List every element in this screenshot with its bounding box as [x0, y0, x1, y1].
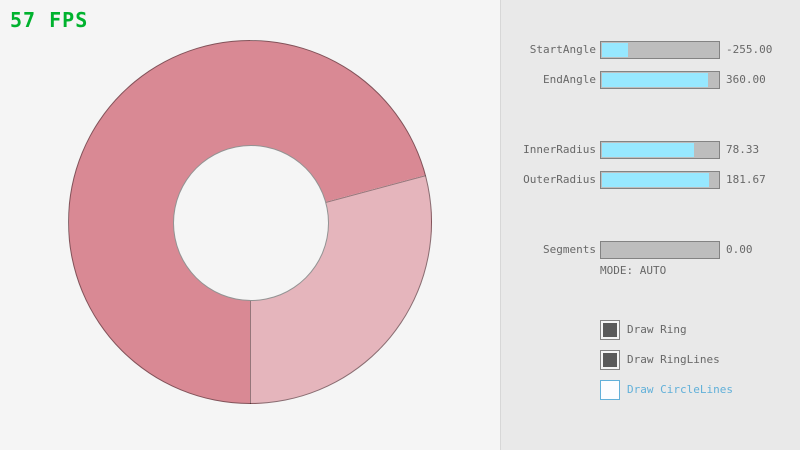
- endangle-value: 360.00: [726, 73, 766, 86]
- draw-circlelines-label: Draw CircleLines: [627, 383, 733, 396]
- segments-row: Segments 0.00: [0, 240, 800, 260]
- segments-mode-text: MODE: AUTO: [600, 264, 667, 277]
- draw-ring-checkbox[interactable]: [600, 320, 620, 340]
- checkmark-fill-icon: [603, 353, 617, 367]
- draw-circlelines-checkbox[interactable]: [600, 380, 620, 400]
- innerradius-value: 78.33: [726, 143, 760, 156]
- draw-ringlines-checkbox[interactable]: [600, 350, 620, 370]
- outerradius-row: OuterRadius 181.67: [0, 170, 800, 190]
- startangle-label: StartAngle: [529, 43, 596, 56]
- draw-ring-row: Draw Ring: [0, 320, 800, 340]
- ring-inner-hole: [173, 145, 329, 301]
- innerradius-slider-fill: [602, 143, 695, 157]
- endangle-slider[interactable]: [600, 71, 720, 89]
- startangle-value: -255.00: [726, 43, 773, 56]
- innerradius-row: InnerRadius 78.33: [0, 140, 800, 160]
- endangle-row: EndAngle 360.00: [0, 70, 800, 90]
- endangle-label: EndAngle: [543, 73, 596, 86]
- startangle-slider-fill: [602, 43, 628, 57]
- outerradius-slider[interactable]: [600, 171, 720, 189]
- innerradius-label: InnerRadius: [523, 143, 596, 156]
- draw-ring-label: Draw Ring: [627, 323, 687, 336]
- segments-slider[interactable]: [600, 241, 720, 259]
- ring-start-angle-line: [250, 223, 251, 404]
- outerradius-slider-fill: [602, 173, 710, 187]
- outerradius-label: OuterRadius: [523, 173, 596, 186]
- segments-label: Segments: [543, 243, 596, 256]
- fps-counter: 57 FPS: [10, 8, 89, 32]
- draw-circlelines-row: Draw CircleLines: [0, 380, 800, 400]
- segments-value: 0.00: [726, 243, 753, 256]
- startangle-slider[interactable]: [600, 41, 720, 59]
- draw-ringlines-row: Draw RingLines: [0, 350, 800, 370]
- startangle-row: StartAngle -255.00: [0, 40, 800, 60]
- ring-shape: [68, 40, 432, 404]
- draw-ringlines-label: Draw RingLines: [627, 353, 720, 366]
- innerradius-slider[interactable]: [600, 141, 720, 159]
- outerradius-value: 181.67: [726, 173, 766, 186]
- checkmark-fill-icon: [603, 323, 617, 337]
- endangle-slider-fill: [602, 73, 709, 87]
